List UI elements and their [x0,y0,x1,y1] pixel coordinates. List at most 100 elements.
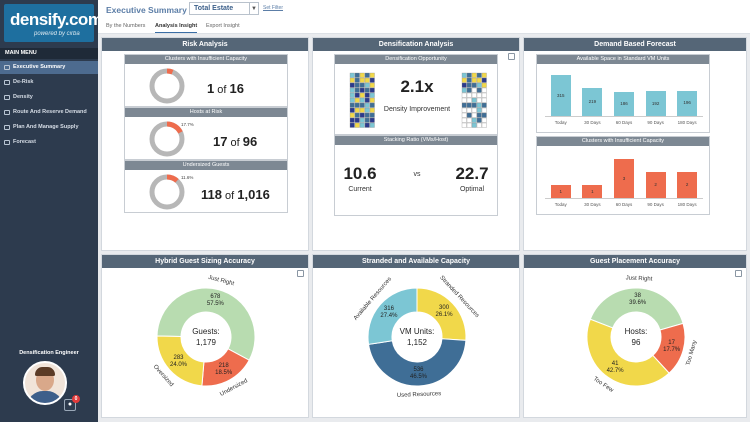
grid-cell [476,117,482,123]
notification-badge: 0 [72,395,80,403]
page-title: Executive Summary for [106,5,201,15]
risk-stat-den: 1,016 [237,187,270,202]
chart-bar[interactable] [645,91,666,116]
sidebar-item-plan-and-manage-supply[interactable]: Plan And Manage Supply [0,121,98,134]
donut-slice-label: 536 46.5% [405,367,433,381]
chart-bar[interactable] [550,185,571,198]
chart-bar[interactable] [645,172,666,198]
grid-cell [364,122,370,128]
risk-stat-den: 96 [242,134,258,149]
risk-stat-num: 17 [213,134,228,149]
grid-cell [461,87,467,93]
logo[interactable]: densify.com powered by cirba [4,4,103,42]
available-space-bar-chart: 315 Today 219 30 Days 186 60 Days 192 90 Days 19… [537,64,711,134]
grid-cell [354,107,360,113]
grid-cell [481,72,487,78]
grid-cell [466,112,472,118]
sidebar-item-label: Plan And Manage Supply [13,124,79,130]
chart-bar[interactable] [677,90,698,116]
grid-cell [364,92,370,98]
grid-cell [481,117,487,123]
chart-bar[interactable] [614,91,634,116]
grid-cell [369,92,375,98]
tab-by-the-numbers[interactable]: By the Numbers [106,23,146,29]
grid-cell [354,92,360,98]
chart-tick-label: Today [554,202,567,207]
avatar-hair [35,367,55,376]
chart-bar[interactable] [550,75,571,116]
stacking-ratio-header: Stacking Ratio (VMs/Host) [335,136,497,145]
chart-bar[interactable] [614,159,634,198]
grid-cell [476,97,482,103]
grid-cell [359,122,365,128]
grid-cell [369,82,375,88]
avatar-shirt [27,391,63,403]
chart-bar[interactable] [677,172,698,198]
sidebar-item-density[interactable]: Density [0,91,98,104]
risk-row-header: Clusters with Insufficient Capacity [125,55,287,64]
donut-svg [367,287,467,387]
chevron-down-icon[interactable]: ▼ [249,3,258,14]
grid-cell [466,87,472,93]
grid-cell [349,107,355,113]
chart-baseline [545,198,703,199]
tab-export-insight[interactable]: Export Insight [206,23,240,29]
grid-cell [364,112,370,118]
sidebar-item-route-and-reserve-demand[interactable]: Route And Reserve Demand [0,106,98,119]
stacking-ratio-box: Stacking Ratio (VMs/Host) 10.6 Current v… [334,135,498,216]
density-icon [4,95,10,100]
grid-cell [466,97,472,103]
grid-cell [461,97,467,103]
tab-analysis-insight[interactable]: Analysis Insight [155,22,198,33]
current-host-grid-image [349,72,375,128]
chart-tick-label: 30 Days [584,202,601,207]
grid-cell [349,72,355,78]
chart-data-label: 2 [685,182,689,188]
risk-stat-hosts: 17 of 96 [213,134,257,149]
densification-analysis-panel: Densification Analysis Densification Opp… [312,37,520,251]
grid-cell [354,102,360,108]
risk-row-clusters: Clusters with Insufficient Capacity 1 of… [124,54,288,107]
scope-select-value: Total Estate [194,5,234,12]
slice-value: 316 [383,305,394,312]
lightbulb-icon[interactable]: ● [64,399,76,411]
derisk-icon [4,80,10,85]
sidebar-item-executive-summary[interactable]: Executive Summary [0,61,98,74]
panel-title: Densification Analysis [313,38,519,51]
densification-opportunity-header: Densification Opportunity [335,55,497,64]
guest-placement-panel: Guest Placement Accuracy 38 39.6% Just Rig… [523,254,747,418]
chart-data-label: 1 [559,188,563,194]
risk-row-header: Undersized Guests [125,161,287,170]
grid-cell [359,92,365,98]
risk-stat-clusters: 1 of 16 [207,81,244,96]
slice-value: 536 [413,366,424,373]
sidebar-item-forecast[interactable]: Forecast [0,136,98,149]
scope-select[interactable]: Total Estate ▼ [189,2,259,15]
grid-cell [364,97,370,103]
grid-cell [354,77,360,83]
stacking-current-value: 10.6 [343,164,377,183]
grid-cell [461,107,467,113]
risk-gauge-guests [149,174,185,210]
grid-cell [481,77,487,83]
grid-cell [476,122,482,128]
donut-slice-label: 283 24.0% [165,355,193,369]
sidebar-item-de-risk[interactable]: De-Risk [0,76,98,89]
avatar[interactable] [23,361,67,405]
set-filter-link[interactable]: Set Filter [263,5,284,11]
chart-bar[interactable] [582,185,603,198]
user-role-title: Densification Engineer [19,350,79,356]
donut-center-value: 96 [631,338,641,347]
chart-bar[interactable] [582,87,603,116]
grid-cell [369,102,375,108]
risk-row-header: Hosts at Risk [125,108,287,117]
risk-stat-of: of [217,84,227,96]
grid-cell [476,102,482,108]
export-icon[interactable] [735,270,742,277]
export-icon[interactable] [297,270,304,277]
grid-cell [359,102,365,108]
stranded-capacity-panel: Stranded and Available Capacity 300 26.1%… [312,254,520,418]
grid-cell [466,77,472,83]
grid-cell [471,102,477,108]
export-icon[interactable] [508,53,515,60]
